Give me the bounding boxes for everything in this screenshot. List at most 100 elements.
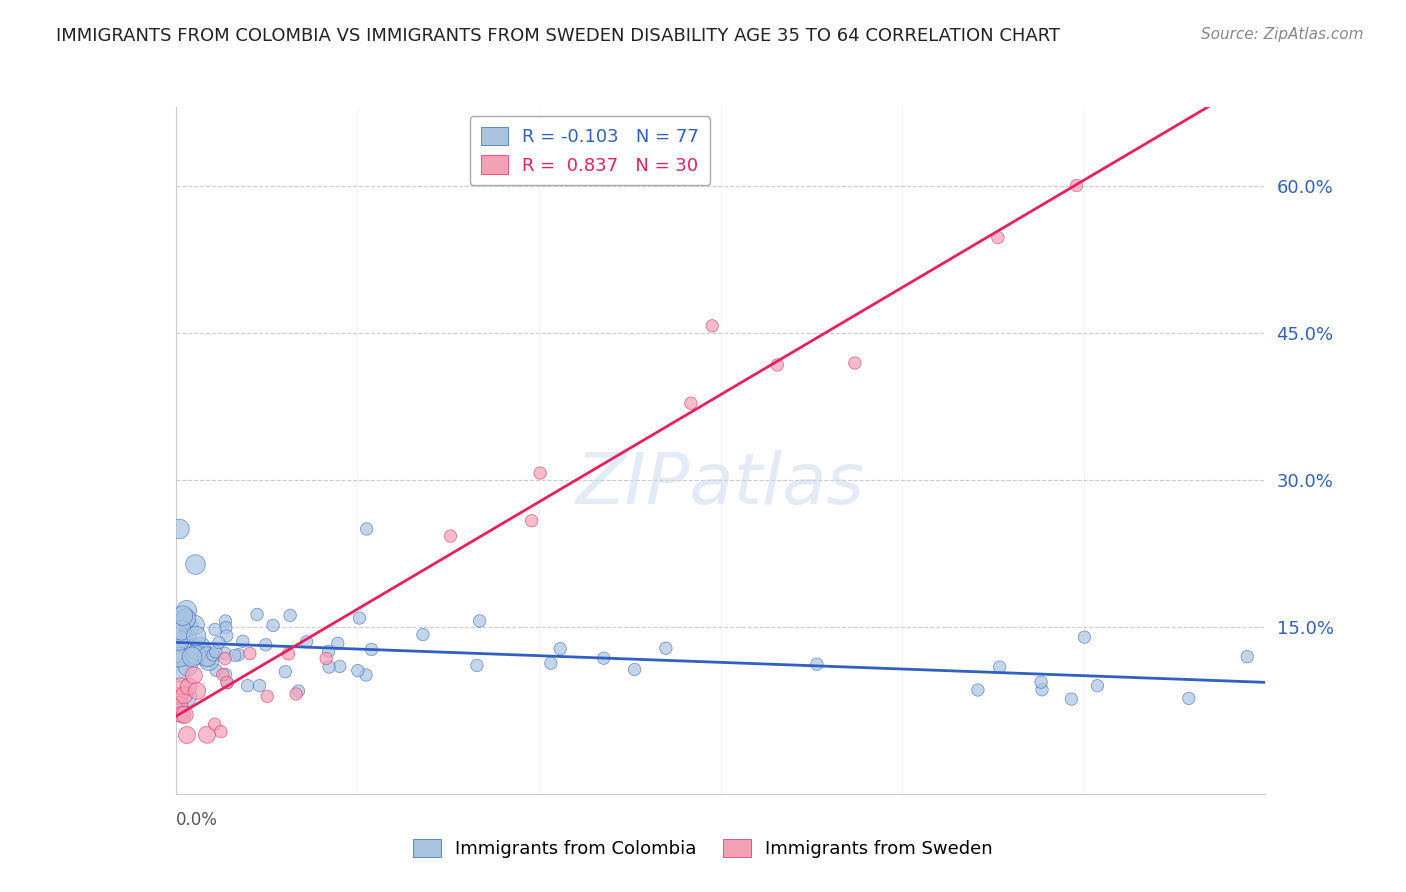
Point [205, 664, 228, 678]
Point [169, 689, 191, 703]
Point [173, 615, 195, 629]
Point [274, 665, 297, 679]
Point [208, 635, 231, 649]
Point [215, 629, 238, 643]
Point [295, 634, 318, 648]
Point [987, 230, 1010, 244]
Point [176, 603, 198, 617]
Point [169, 633, 191, 648]
Point [277, 647, 299, 661]
Point [236, 679, 259, 693]
Point [174, 650, 197, 665]
Point [354, 668, 377, 682]
Point [1087, 679, 1109, 693]
Point [540, 656, 562, 670]
Point [1029, 675, 1052, 690]
Point [169, 522, 191, 536]
Point [169, 650, 191, 665]
Point [412, 627, 434, 641]
Point [214, 646, 236, 660]
Point [195, 650, 218, 665]
Point [844, 356, 866, 370]
Point [520, 514, 543, 528]
Point [184, 558, 207, 572]
Point [169, 665, 191, 680]
Text: 0.0%: 0.0% [176, 811, 218, 829]
Text: Source: ZipAtlas.com: Source: ZipAtlas.com [1201, 27, 1364, 42]
Point [214, 614, 236, 628]
Point [190, 645, 212, 659]
Point [356, 522, 378, 536]
Point [349, 611, 371, 625]
Point [806, 657, 828, 672]
Point [315, 651, 337, 665]
Point [172, 707, 194, 722]
Point [360, 642, 382, 657]
Point [177, 621, 200, 635]
Point [548, 641, 571, 656]
Point [204, 717, 226, 731]
Legend: Immigrants from Colombia, Immigrants from Sweden: Immigrants from Colombia, Immigrants fro… [406, 831, 1000, 865]
Point [198, 654, 221, 668]
Point [211, 667, 233, 681]
Point [1236, 649, 1258, 664]
Point [215, 675, 238, 690]
Point [195, 728, 218, 742]
Point [214, 651, 236, 665]
Point [967, 683, 990, 698]
Point [254, 638, 277, 652]
Point [176, 632, 198, 646]
Text: ZIPatlas: ZIPatlas [576, 450, 865, 519]
Point [326, 636, 349, 650]
Point [173, 688, 195, 702]
Point [183, 618, 205, 632]
Point [224, 648, 246, 663]
Point [176, 690, 198, 704]
Point [529, 466, 551, 480]
Point [169, 705, 191, 719]
Point [465, 658, 488, 673]
Point [468, 614, 491, 628]
Point [285, 687, 308, 701]
Point [170, 679, 193, 693]
Point [988, 660, 1011, 674]
Point [209, 724, 232, 739]
Point [592, 651, 614, 665]
Point [172, 608, 194, 623]
Text: IMMIGRANTS FROM COLOMBIA VS IMMIGRANTS FROM SWEDEN DISABILITY AGE 35 TO 64 CORRE: IMMIGRANTS FROM COLOMBIA VS IMMIGRANTS F… [56, 27, 1060, 45]
Point [204, 645, 226, 659]
Point [195, 649, 218, 664]
Point [215, 621, 238, 635]
Point [174, 611, 197, 625]
Point [623, 662, 645, 676]
Point [217, 676, 239, 690]
Point [181, 649, 204, 664]
Point [183, 641, 205, 656]
Point [174, 644, 197, 658]
Point [278, 608, 301, 623]
Point [214, 667, 236, 681]
Point [170, 624, 193, 638]
Point [1178, 691, 1201, 706]
Point [329, 659, 352, 673]
Point [228, 648, 250, 662]
Point [262, 618, 284, 632]
Point [702, 318, 724, 333]
Point [190, 640, 212, 654]
Point [184, 629, 207, 643]
Point [1031, 682, 1053, 697]
Point [201, 648, 224, 662]
Point [346, 664, 368, 678]
Point [169, 698, 191, 712]
Point [239, 647, 262, 661]
Point [176, 728, 198, 742]
Point [1060, 692, 1083, 706]
Point [766, 358, 789, 372]
Point [249, 679, 271, 693]
Point [1066, 178, 1088, 193]
Point [318, 644, 340, 658]
Legend: R = -0.103   N = 77, R =  0.837   N = 30: R = -0.103 N = 77, R = 0.837 N = 30 [470, 116, 710, 186]
Point [679, 396, 702, 410]
Point [1073, 630, 1095, 644]
Point [186, 684, 208, 698]
